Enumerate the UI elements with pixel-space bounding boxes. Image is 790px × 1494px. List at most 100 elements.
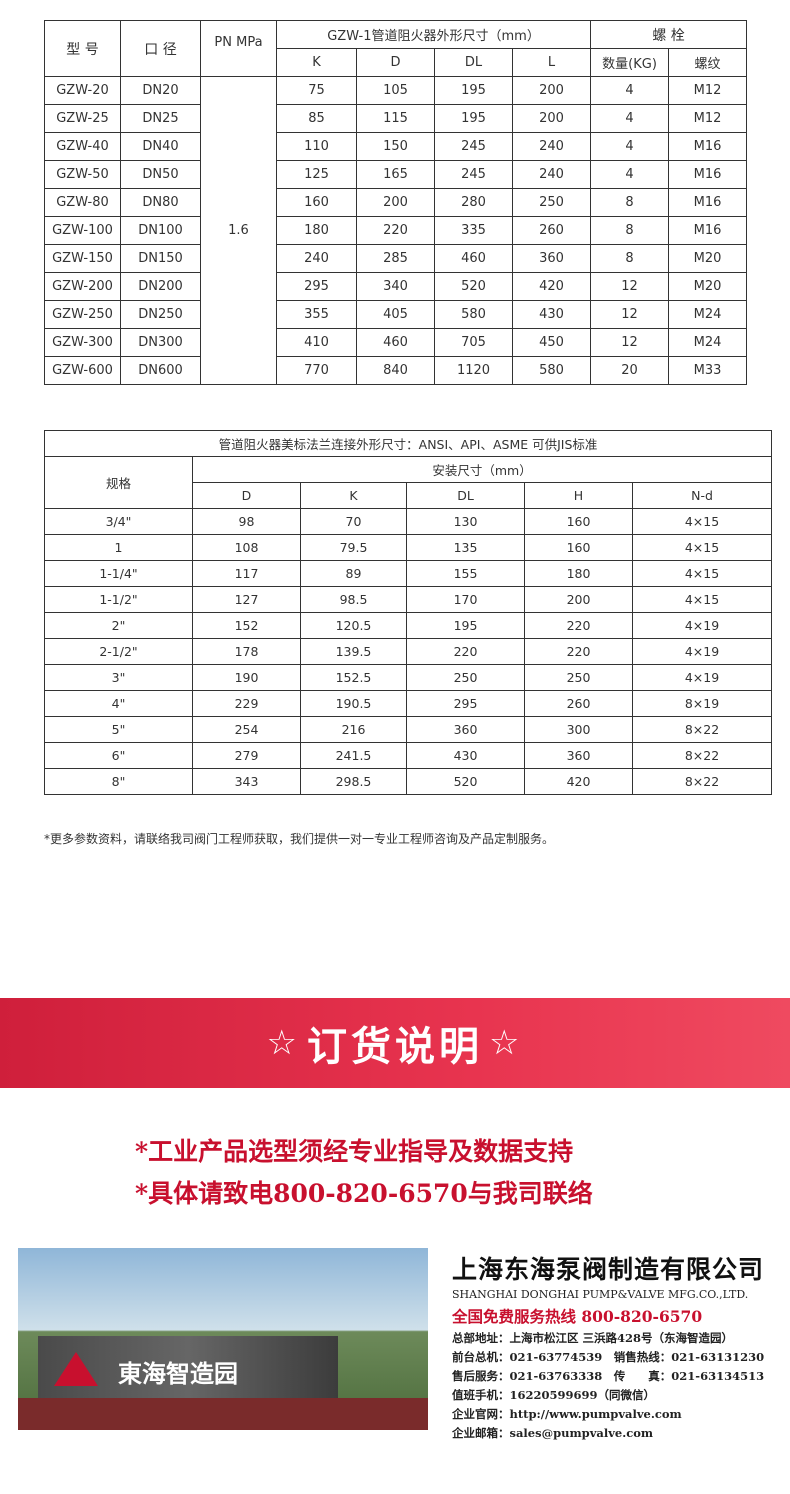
cell-value: 85 [276, 104, 357, 133]
cell-value: 355 [276, 300, 357, 329]
company-name-en: SHANGHAI DONGHAI PUMP&VALVE MFG.CO.,LTD. [452, 1288, 749, 1301]
order-line: *具体请致电800-820-6570与我司联络 [135, 1179, 593, 1208]
cell-diameter: DN25 [120, 104, 201, 133]
order-line: *工业产品选型须经专业指导及数据支持 [135, 1137, 574, 1166]
cell-value: 4 [590, 104, 670, 133]
cell-model: GZW-25 [44, 104, 121, 133]
cell-diameter: DN600 [120, 356, 201, 385]
cell-value: 520 [434, 272, 513, 301]
cell-value: 580 [434, 300, 513, 329]
cell-value: 520 [406, 768, 525, 795]
cell-value: 770 [276, 356, 357, 385]
cell-value: M20 [668, 244, 748, 273]
cell-value: 460 [356, 328, 435, 357]
cell-value: 150 [356, 132, 435, 161]
cell-value: 241.5 [300, 742, 407, 769]
cell-value: 98 [192, 508, 301, 535]
cell-value: M12 [668, 76, 748, 105]
table-row: 6" 279 241.5 430 360 8×22 [44, 742, 773, 769]
cell-diameter: DN80 [120, 188, 201, 217]
table-row: GZW-600 DN600 770 840 1120 580 20 M33 [44, 356, 748, 385]
hedge [18, 1398, 428, 1430]
cell-value: 4×15 [631, 534, 773, 561]
cell-diameter: DN250 [120, 300, 201, 329]
cell-spec: 1 [44, 534, 193, 561]
cell-value: 139.5 [300, 638, 407, 665]
cell-value: 89 [300, 560, 407, 587]
header-diameter: 口 径 [120, 20, 201, 77]
cell-model: GZW-250 [44, 300, 121, 329]
header-model: 型 号 [44, 20, 121, 77]
cell-spec: 1-1/4" [44, 560, 193, 587]
cell-value: 240 [276, 244, 357, 273]
table-row: 1-1/2" 127 98.5 170 200 4×15 [44, 586, 773, 613]
star-icon: ☆ [266, 1023, 301, 1063]
cell-value: 240 [511, 132, 592, 161]
cell-value: 8×22 [631, 768, 773, 795]
cell-value: 8 [590, 244, 670, 273]
phone-reception: 前台总机：021-63774539 销售热线：021-63131230 [452, 1350, 765, 1364]
header-thread: 螺纹 [668, 48, 748, 77]
hotline: 全国免费服务热线 800-820-6570 [452, 1307, 703, 1326]
header-col: D [192, 482, 301, 509]
header-col: DL [406, 482, 525, 509]
cell-value: 152.5 [300, 664, 407, 691]
cell-value: 195 [434, 76, 513, 105]
cell-value: 420 [511, 272, 592, 301]
email[interactable]: 企业邮箱：sales@pumpvalve.com [452, 1426, 654, 1440]
cell-value: 12 [590, 272, 670, 301]
cell-diameter: DN100 [120, 216, 201, 245]
cell-value: M20 [668, 272, 748, 301]
header-d: D [356, 48, 435, 77]
cell-spec: 3/4" [44, 508, 193, 535]
cell-value: 4×19 [631, 664, 773, 691]
table-row: 5" 254 216 360 300 8×22 [44, 716, 773, 743]
cell-value: M16 [668, 188, 748, 217]
cell-model: GZW-150 [44, 244, 121, 273]
cell-value: M24 [668, 328, 748, 357]
address: 总部地址：上海市松江区 三浜路428号（东海智造园） [452, 1331, 734, 1345]
cell-spec: 6" [44, 742, 193, 769]
cell-value: 580 [511, 356, 592, 385]
cell-spec: 1-1/2" [44, 586, 193, 613]
cell-value: 75 [276, 76, 357, 105]
cell-value: 20 [590, 356, 670, 385]
cell-value: 115 [356, 104, 435, 133]
cell-diameter: DN300 [120, 328, 201, 357]
cell-value: 450 [511, 328, 592, 357]
cell-value: 200 [511, 104, 592, 133]
cell-value: 127 [192, 586, 301, 613]
header-col: N-d [631, 482, 773, 509]
table-row: 4" 229 190.5 295 260 8×19 [44, 690, 773, 717]
cell-value: 220 [524, 638, 633, 665]
cell-spec: 5" [44, 716, 193, 743]
cell-value: 295 [276, 272, 357, 301]
cell-value: M16 [668, 216, 748, 245]
star-icon: ☆ [489, 1023, 524, 1063]
cell-diameter: DN200 [120, 272, 201, 301]
cell-value: 229 [192, 690, 301, 717]
order-banner: ☆ 订货说明 ☆ [0, 998, 790, 1088]
table-row: 1 108 79.5 135 160 4×15 [44, 534, 773, 561]
cell-model: GZW-20 [44, 76, 121, 105]
cell-value: 110 [276, 132, 357, 161]
cell-value: 410 [276, 328, 357, 357]
table-row: 3" 190 152.5 250 250 4×19 [44, 664, 773, 691]
website[interactable]: 企业官网：http://www.pumpvalve.com [452, 1407, 682, 1421]
cell-value: 125 [276, 160, 357, 189]
cell-value: 460 [434, 244, 513, 273]
cell-value: M33 [668, 356, 748, 385]
cell-value: 120.5 [300, 612, 407, 639]
cell-value: 8 [590, 216, 670, 245]
header-pn: PN MPa [200, 20, 277, 77]
cell-value: 135 [406, 534, 525, 561]
table-row: GZW-200 DN200 295 340 520 420 12 M20 [44, 272, 748, 301]
cell-value: 108 [192, 534, 301, 561]
cell-value: 260 [511, 216, 592, 245]
cell-value: 200 [356, 188, 435, 217]
cell-value: 245 [434, 132, 513, 161]
cell-value: 360 [524, 742, 633, 769]
header-dl: DL [434, 48, 513, 77]
cell-value: 8×19 [631, 690, 773, 717]
cell-value: 1120 [434, 356, 513, 385]
